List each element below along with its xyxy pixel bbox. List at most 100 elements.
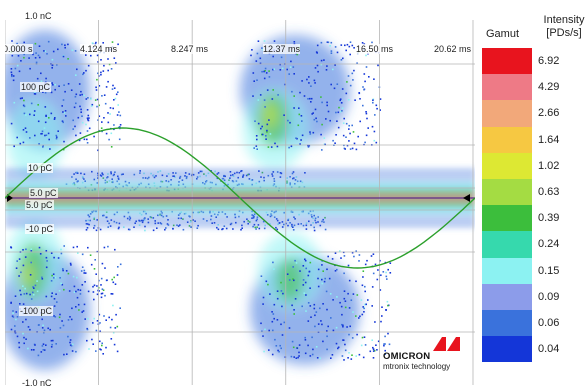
pd-dot: [309, 131, 311, 133]
pd-dot: [330, 317, 332, 319]
pd-dot: [98, 104, 100, 107]
pd-dot: [343, 272, 345, 275]
pd-dot: [62, 324, 65, 327]
pd-dot: [70, 318, 73, 321]
pd-dot: [33, 93, 36, 95]
pd-dot: [45, 344, 47, 346]
pd-dot: [82, 73, 84, 76]
pd-dot: [256, 148, 258, 150]
pd-dot: [91, 42, 94, 44]
pd-dot: [326, 104, 328, 107]
pd-dot: [301, 134, 304, 137]
pd-dot: [41, 278, 44, 280]
pd-dot: [83, 272, 85, 274]
pd-dot: [72, 246, 75, 249]
pd-dot: [334, 252, 337, 254]
pd-dot: [64, 110, 67, 112]
pd-dot: [119, 124, 122, 126]
pd-dot: [304, 352, 307, 355]
pd-dot: [113, 57, 116, 59]
pd-dot: [290, 355, 293, 358]
pd-dot: [263, 40, 266, 42]
pd-dot: [59, 277, 61, 279]
pd-dot: [324, 228, 327, 231]
pd-dot: [23, 105, 26, 108]
pd-dot: [22, 104, 25, 107]
pd-dot: [117, 43, 119, 46]
pd-dot: [305, 310, 307, 312]
pd-dot: [217, 228, 220, 231]
pd-dot: [272, 89, 274, 91]
pd-dot: [22, 264, 25, 267]
pd-dot: [379, 289, 382, 291]
pd-dot: [254, 120, 256, 122]
pd-dot: [334, 46, 337, 48]
pd-dot: [18, 275, 20, 277]
pd-dot: [29, 328, 31, 331]
pd-dot: [305, 294, 307, 296]
pd-dot: [41, 345, 44, 347]
pd-dot: [265, 138, 267, 140]
pd-dot: [325, 290, 328, 293]
pd-dot: [49, 148, 51, 150]
pd-dot: [350, 358, 353, 360]
pd-dot: [23, 56, 25, 59]
pd-dot: [100, 296, 103, 299]
pd-dot: [255, 228, 257, 230]
pd-dot: [80, 270, 83, 272]
pd-dot: [308, 82, 310, 84]
pd-dot: [95, 229, 98, 232]
pd-dot: [75, 306, 77, 308]
pd-dot: [100, 277, 103, 280]
pd-dot: [250, 54, 252, 57]
pd-dot: [389, 272, 392, 274]
pd-dot: [86, 339, 88, 342]
pd-dot: [314, 67, 317, 69]
pd-dot: [374, 114, 376, 116]
pd-dot: [332, 329, 335, 332]
pd-dot: [293, 95, 295, 97]
pd-dot: [327, 325, 329, 328]
pd-dot: [102, 353, 104, 355]
pd-dot: [349, 148, 352, 150]
pd-dot: [78, 139, 81, 142]
pd-dot: [76, 296, 79, 299]
pd-dot: [331, 258, 334, 260]
pd-dot: [362, 306, 364, 308]
pd-dot: [351, 354, 353, 356]
pd-dot: [372, 98, 375, 101]
legend-row: 1.64: [480, 126, 588, 153]
pd-dot: [23, 41, 25, 44]
pd-dot: [256, 79, 258, 81]
pd-dot: [56, 301, 58, 303]
pd-dot: [288, 146, 290, 149]
pd-dot: [335, 326, 338, 329]
pd-dot: [37, 104, 39, 106]
pd-dot: [265, 135, 267, 137]
pd-dot: [41, 132, 43, 135]
pd-dot: [95, 41, 97, 44]
pd-dot: [17, 55, 20, 57]
pd-dot: [108, 138, 110, 141]
pd-dot: [315, 117, 317, 120]
pd-dot: [35, 61, 38, 64]
legend-swatch: [482, 74, 532, 101]
pd-dot: [310, 97, 313, 100]
pd-dot: [10, 246, 13, 249]
pd-dot: [321, 149, 323, 151]
pd-dot: [29, 67, 31, 70]
pd-dot: [11, 54, 14, 57]
pd-dot: [40, 133, 42, 135]
pd-dot: [321, 278, 323, 281]
pd-dot: [288, 327, 291, 329]
pd-dot: [288, 73, 290, 75]
pd-dot: [114, 97, 117, 100]
pd-dot: [67, 83, 70, 85]
pd-dot: [364, 141, 366, 144]
legend-label: 0.15: [538, 264, 560, 277]
pd-dot: [290, 60, 292, 63]
pd-dot: [87, 64, 90, 67]
pd-dot: [30, 261, 32, 264]
pd-dot: [262, 48, 264, 51]
pd-dot: [69, 339, 72, 341]
